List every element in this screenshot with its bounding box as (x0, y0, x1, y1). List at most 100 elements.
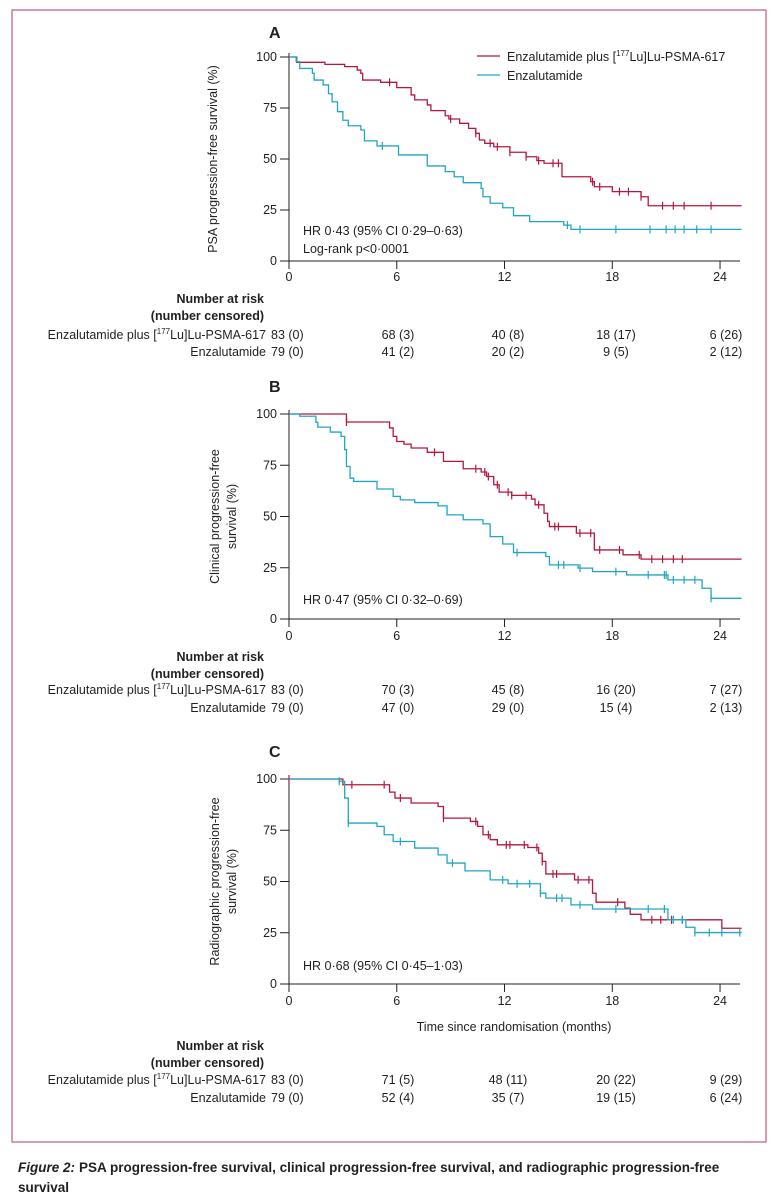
risk-subheader: (number censored) (151, 309, 264, 323)
panel-a: A 0 25 50 75 100 0 6 12 18 24 PSA progression-free … (48, 25, 743, 359)
y-tick-label: 75 (263, 101, 277, 115)
label-prefix: Enzalutamide plus [ (48, 1073, 158, 1087)
label-superscript: 177 (157, 1072, 171, 1081)
risk-value-combo: 48 (11) (489, 1073, 528, 1087)
y-tick-label: 100 (256, 772, 277, 786)
panel-c: C 0 25 50 75 100 0 6 12 18 24 Radiographic progress… (48, 744, 743, 1105)
risk-value-enza: 29 (0) (492, 701, 525, 715)
risk-row-label-enza: Enzalutamide (190, 701, 266, 715)
km-curve-combo (289, 56, 742, 207)
y-tick-label: 50 (263, 875, 277, 889)
panel-label: A (269, 25, 281, 42)
x-tick-label: 18 (605, 629, 619, 643)
risk-row-label-combo: Enzalutamide plus [177Lu]Lu-PSMA-617 (48, 682, 266, 697)
risk-value-combo: 45 (8) (492, 683, 525, 697)
risk-value-enza: 79 (0) (271, 345, 304, 359)
label-suffix: Lu]Lu-PSMA-617 (170, 328, 266, 342)
label-suffix: Lu]Lu-PSMA-617 (170, 683, 266, 697)
y-axis-label: survival (%) (225, 849, 239, 914)
risk-value-enza: 79 (0) (271, 701, 304, 715)
km-curve-combo (289, 778, 742, 929)
y-tick-label: 75 (263, 458, 277, 472)
risk-value-combo: 18 (17) (596, 328, 636, 342)
y-tick-label: 50 (263, 510, 277, 524)
caption-text-line2: survival (18, 1180, 69, 1195)
risk-table: Number at risk(number censored)Enzalutam… (48, 292, 743, 359)
x-tick-label: 12 (498, 270, 512, 284)
label-superscript: 177 (616, 49, 630, 58)
x-tick-label: 0 (286, 994, 293, 1008)
figure-frame (11, 9, 767, 1143)
risk-header: Number at risk (176, 650, 264, 664)
km-curve-enza (289, 56, 742, 231)
y-tick-label: 25 (263, 926, 277, 940)
risk-row-label-enza: Enzalutamide (190, 345, 266, 359)
y-tick-label: 25 (263, 203, 277, 217)
figure-caption: Figure 2: PSA progression-free survival, … (18, 1160, 720, 1175)
label-prefix: Enzalutamide plus [ (507, 50, 617, 64)
km-curve-enza (289, 413, 742, 599)
risk-value-enza: 2 (13) (710, 701, 743, 715)
risk-value-enza: 20 (2) (492, 345, 525, 359)
risk-value-combo: 20 (22) (596, 1073, 636, 1087)
x-tick-label: 24 (713, 994, 727, 1008)
label-superscript: 177 (157, 682, 171, 691)
risk-subheader: (number censored) (151, 1056, 264, 1070)
risk-value-enza: 2 (12) (710, 345, 743, 359)
panel-b: B 0 25 50 75 100 0 6 12 18 24 Clinical progression-… (48, 379, 743, 715)
x-tick-label: 18 (605, 994, 619, 1008)
risk-value-enza: 19 (15) (596, 1091, 636, 1105)
y-axis-label: Clinical progression-free (208, 449, 222, 584)
label-superscript: 177 (157, 327, 171, 336)
x-tick-label: 6 (393, 629, 400, 643)
y-tick-label: 100 (256, 50, 277, 64)
x-tick-label: 0 (286, 270, 293, 284)
risk-table: Number at risk (number censored) Enzalutam… (48, 1039, 743, 1105)
km-curve-enza (289, 778, 742, 934)
y-axis-label: survival (%) (225, 484, 239, 549)
x-tick-label: 6 (393, 994, 400, 1008)
risk-value-combo: 83 (0) (271, 1073, 304, 1087)
y-tick-label: 100 (256, 407, 277, 421)
risk-value-enza: 9 (5) (603, 345, 629, 359)
risk-header: Number at risk (176, 1039, 264, 1053)
risk-row-label-combo: Enzalutamide plus [177Lu]Lu-PSMA-617 (48, 1072, 266, 1087)
risk-value-enza: 47 (0) (382, 701, 415, 715)
legend-label-combo: Enzalutamide plus [177Lu]Lu-PSMA-617 (507, 49, 725, 64)
risk-value-enza: 41 (2) (382, 345, 415, 359)
label-suffix: Lu]Lu-PSMA-617 (170, 1073, 266, 1087)
panel-label: B (269, 379, 281, 396)
y-tick-label: 50 (263, 152, 277, 166)
risk-value-combo: 6 (26) (710, 328, 743, 342)
y-tick-label: 0 (270, 977, 277, 991)
y-tick-label: 75 (263, 823, 277, 837)
risk-value-combo: 71 (5) (382, 1073, 415, 1087)
x-tick-label: 24 (713, 270, 727, 284)
risk-row-label-combo: Enzalutamide plus [177Lu]Lu-PSMA-617 (48, 327, 266, 342)
risk-value-combo: 40 (8) (492, 328, 525, 342)
risk-value-combo: 70 (3) (382, 683, 415, 697)
risk-value-combo: 83 (0) (271, 328, 304, 342)
y-tick-label: 0 (270, 612, 277, 626)
risk-value-enza: 35 (7) (492, 1091, 525, 1105)
risk-value-combo: 83 (0) (271, 683, 304, 697)
x-tick-label: 12 (498, 629, 512, 643)
risk-value-combo: 9 (29) (710, 1073, 743, 1087)
risk-value-enza: 15 (4) (600, 701, 633, 715)
risk-value-enza: 52 (4) (382, 1091, 415, 1105)
risk-value-combo: 68 (3) (382, 328, 415, 342)
risk-table: Number at risk(number censored)Enzalutam… (48, 650, 743, 715)
hazard-ratio-annotation: HR 0·43 (95% CI 0·29–0·63) (303, 224, 463, 238)
panel-label: C (269, 744, 281, 761)
x-tick-label: 12 (498, 994, 512, 1008)
label-suffix: Lu]Lu-PSMA-617 (629, 50, 725, 64)
hazard-ratio-annotation: HR 0·68 (95% CI 0·45–1·03) (303, 959, 463, 973)
y-tick-label: 0 (270, 254, 277, 268)
risk-subheader: (number censored) (151, 667, 264, 681)
km-curve-combo (289, 413, 742, 560)
caption-label: Figure 2: (18, 1160, 75, 1175)
x-axis-label: Time since randomisation (months) (417, 1020, 612, 1034)
risk-value-enza: 79 (0) (271, 1091, 304, 1105)
x-tick-label: 6 (393, 270, 400, 284)
